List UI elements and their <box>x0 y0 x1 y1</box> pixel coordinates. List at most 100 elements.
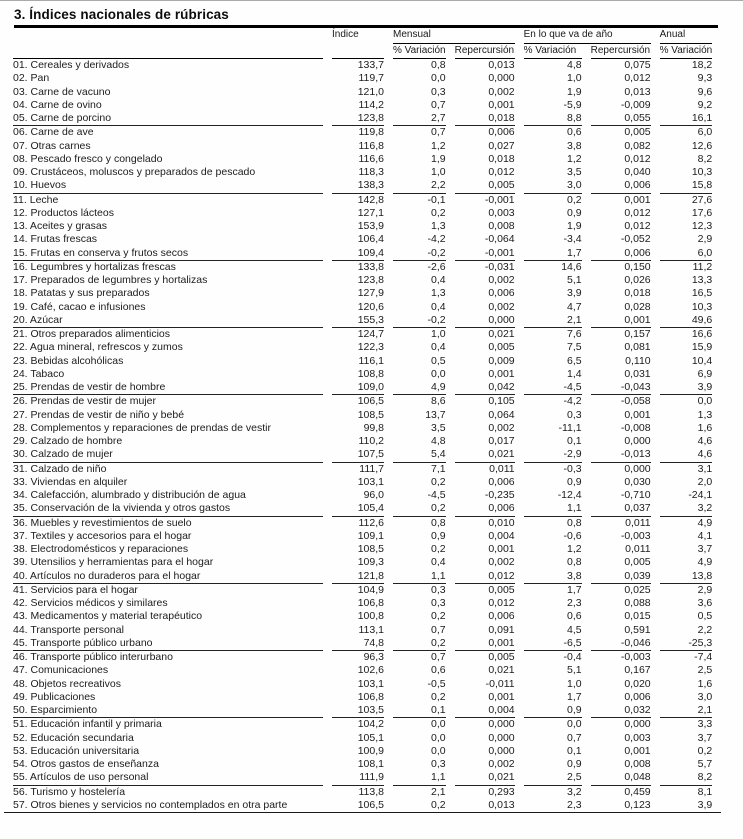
value-cell: 108,5 <box>357 408 384 421</box>
value-cell: 0,000 <box>624 718 651 731</box>
value-cell: 6,9 <box>697 367 713 380</box>
value-cell: 119,7 <box>358 72 385 85</box>
value-cell: 1,0 <box>431 328 446 340</box>
value-cell: 1,3 <box>697 408 713 421</box>
value-cell: 0,006 <box>590 179 651 194</box>
table-row: 16. Legumbres y hortalizas frescas 133,8 -… <box>13 261 712 274</box>
value-cell: -0,1 <box>427 193 446 206</box>
value-cell: 0,001 <box>624 744 651 757</box>
value-cell: 0,031 <box>624 367 651 380</box>
value-cell: 13,3 <box>691 274 713 286</box>
value-cell: 0,021 <box>488 328 515 340</box>
value-cell: 2,5 <box>523 771 582 786</box>
value-cell: 2,0 <box>697 475 713 488</box>
table-row: 36. Muebles y revestimientos de suelo 112… <box>13 517 712 530</box>
value-cell: 103,1 <box>357 475 384 488</box>
value-cell: 1,9 <box>567 85 582 98</box>
value-cell: 0,0 <box>431 367 446 380</box>
value-cell: -12,4 <box>557 489 582 501</box>
value-cell: 0,7 <box>431 651 446 663</box>
rubric-label: 20. Azúcar <box>13 314 323 328</box>
value-cell: -0,003 <box>620 651 651 663</box>
rubric-label: 02. Pan <box>13 72 50 85</box>
value-cell: 0,021 <box>488 664 515 677</box>
value-cell: -5,9 <box>563 98 582 111</box>
value-cell: 0,011 <box>625 543 651 555</box>
col-group-en-lo-que-va-de-ano: En lo que va de año <box>523 28 651 44</box>
value-cell: 0,4 <box>431 341 446 354</box>
table-row: 23. Bebidas alcohólicas 116,1 0,5 0,009 6,5 0… <box>13 355 712 368</box>
value-cell: 1,7 <box>567 690 582 703</box>
value-cell: 0,064 <box>488 408 515 421</box>
value-cell: 3,5 <box>567 166 582 178</box>
value-cell: 4,9 <box>393 381 446 396</box>
value-cell: 0,013 <box>624 85 651 98</box>
value-cell: 0,006 <box>624 690 651 703</box>
value-cell: 0,293 <box>488 785 515 798</box>
value-cell: 8,1 <box>697 785 713 798</box>
value-cell: 0,9 <box>567 758 582 770</box>
table-row: 50. Esparcimiento 103,5 0,1 0,004 0,9 0,032 2,… <box>13 704 713 719</box>
value-cell: 100,9 <box>357 744 384 757</box>
rubric-label: 07. Otras carnes <box>13 139 91 152</box>
value-cell: 0,001 <box>488 98 515 111</box>
value-cell: 0,006 <box>488 126 515 139</box>
value-cell: 0,040 <box>624 166 651 178</box>
value-cell: 0,002 <box>488 556 515 569</box>
value-cell: 4,1 <box>697 529 713 542</box>
value-cell: 153,9 <box>357 220 384 232</box>
value-cell: 0,018 <box>624 287 651 300</box>
value-cell: 0,002 <box>488 300 515 313</box>
value-cell: 0,037 <box>590 502 651 517</box>
value-cell: 123,8 <box>332 112 384 127</box>
table-row: 07. Otras carnes 116,8 1,2 0,027 3,8 0,082 12,… <box>13 140 712 153</box>
value-cell: 116,6 <box>358 152 385 165</box>
table-row: 21. Otros preparados alimenticios 124,7 1,… <box>13 328 712 341</box>
value-cell: 3,8 <box>523 570 582 584</box>
value-cell: 13,8 <box>659 570 713 584</box>
value-cell: 0,021 <box>454 448 515 463</box>
value-cell: 0,2 <box>567 193 582 206</box>
value-cell: 116,1 <box>358 354 385 367</box>
value-cell: 0,008 <box>488 220 515 232</box>
value-cell: 0,123 <box>624 798 651 811</box>
value-cell: 0,005 <box>624 126 651 139</box>
table-row: 02. Pan 119,7 0,0 0,000 1,0 0,012 9,3 <box>13 72 712 85</box>
value-cell: 0,012 <box>624 152 651 165</box>
value-cell: 0,011 <box>625 516 651 529</box>
value-cell: 4,7 <box>567 300 582 313</box>
table-row: 39. Utensilios y herramientas para el ho… <box>13 556 712 569</box>
rubrics-table: Índice Mensual En lo que va de año Anual… <box>4 28 722 813</box>
value-cell: 0,006 <box>488 475 515 488</box>
value-cell: 0,000 <box>454 314 515 328</box>
value-cell: 0,021 <box>454 771 515 786</box>
value-cell: 0,088 <box>624 597 651 609</box>
value-cell: 6,5 <box>567 354 582 367</box>
value-cell: 4,9 <box>697 516 713 529</box>
value-cell: 4,9 <box>697 556 713 569</box>
value-cell: 2,2 <box>393 179 446 194</box>
rubric-label: 16. Legumbres y hortalizas frescas <box>13 260 176 273</box>
value-cell: 0,3 <box>431 85 446 98</box>
value-cell: 103,5 <box>332 704 384 719</box>
value-cell: 109,3 <box>357 556 384 569</box>
value-cell: 0,017 <box>488 435 515 447</box>
value-cell: 0,2 <box>431 610 446 623</box>
value-cell: 0,6 <box>567 126 582 139</box>
value-cell: 100,8 <box>357 610 384 623</box>
value-cell: 121,8 <box>332 570 384 584</box>
value-cell: 0,011 <box>489 462 515 475</box>
value-cell: 1,1 <box>523 502 582 517</box>
value-cell: 16,5 <box>691 287 713 300</box>
table-row: 38. Electrodomésticos y reparaciones 108,… <box>13 543 712 556</box>
col-header-indice: Índice <box>332 28 384 59</box>
value-cell: 0,004 <box>454 704 515 719</box>
value-cell: 0,0 <box>567 718 582 731</box>
value-cell: 0,2 <box>393 502 446 517</box>
value-cell: 0,167 <box>624 664 651 677</box>
value-cell: 10,3 <box>691 300 713 313</box>
value-cell: 3,1 <box>697 462 713 475</box>
value-cell: 0,001 <box>624 408 651 421</box>
value-cell: 133,8 <box>357 260 384 273</box>
rubric-label: 36. Muebles y revestimientos de suelo <box>13 516 192 529</box>
